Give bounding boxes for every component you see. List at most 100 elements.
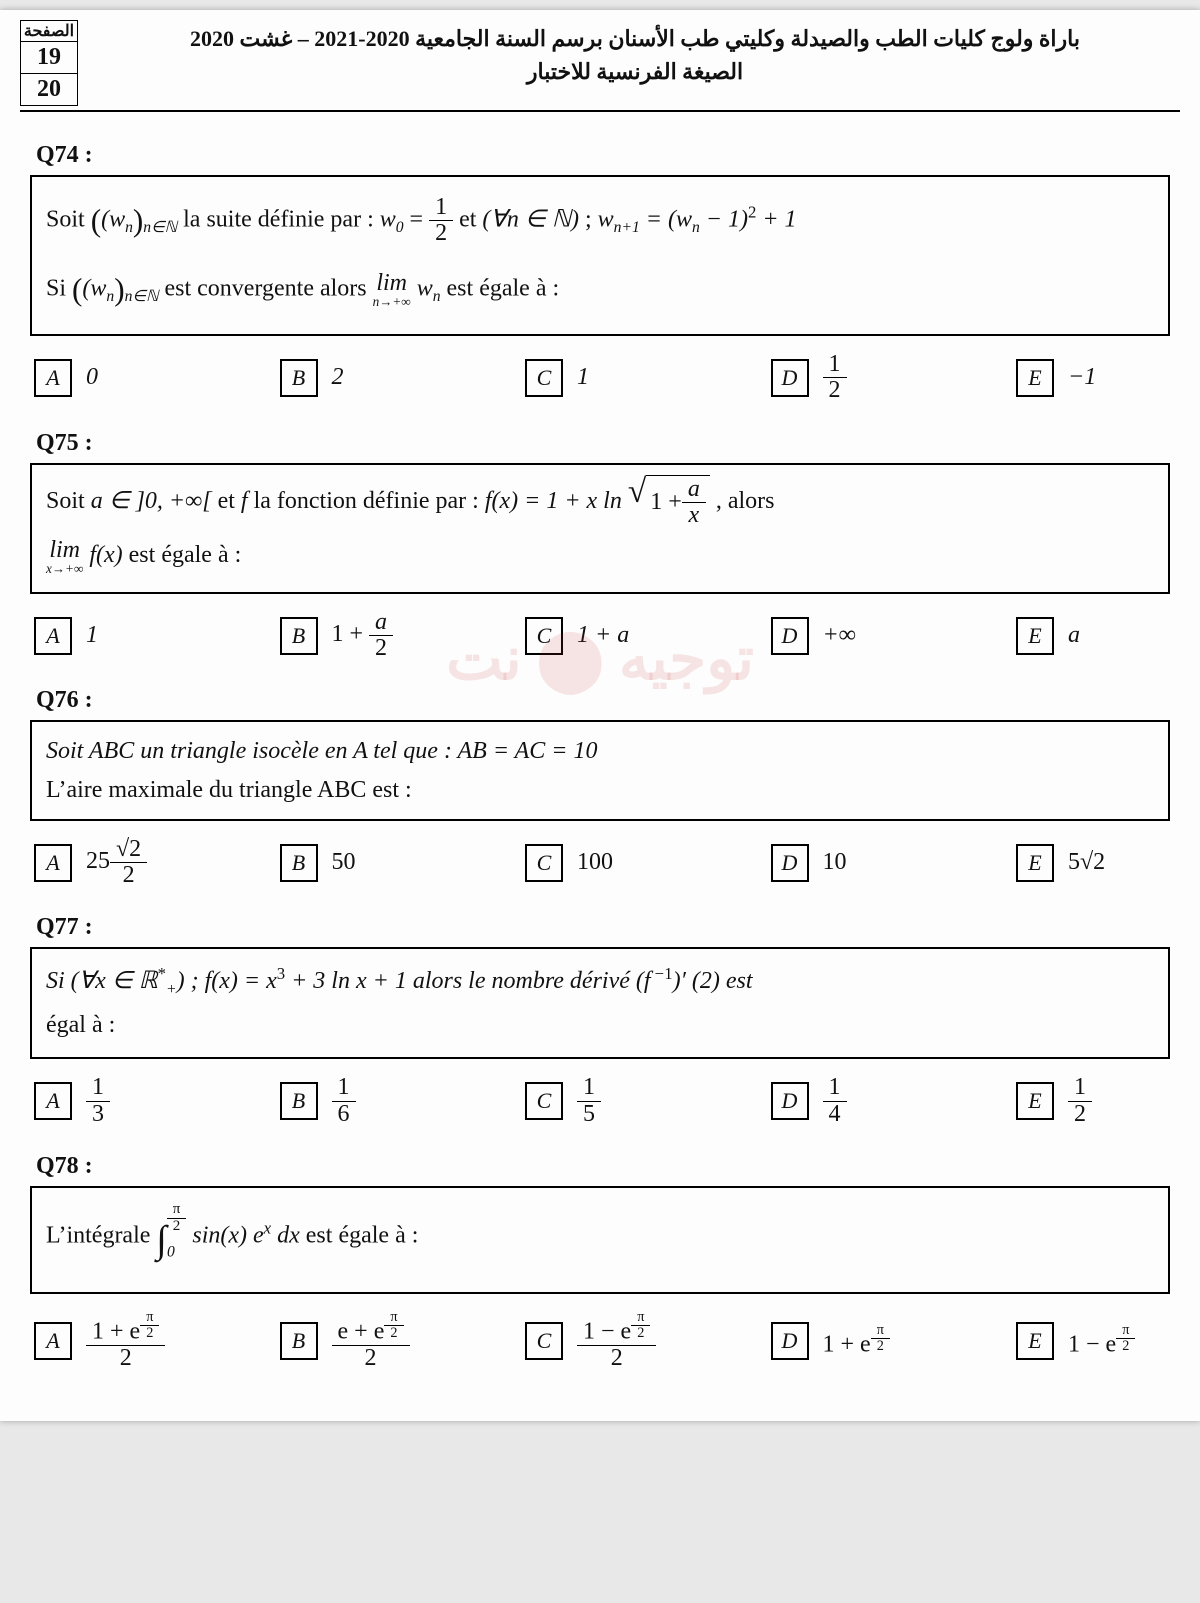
question-76: Q76 : Soit ABC un triangle isocèle en A …: [30, 687, 1170, 888]
ans-value: 2: [332, 364, 344, 391]
ans-value: +∞: [823, 622, 856, 649]
question-box: Soit a ∈ ]0, +∞[ et f la fonction défini…: [30, 463, 1170, 594]
answer-E[interactable]: E 1 − eπ2: [1016, 1322, 1166, 1360]
ans-value: e + eπ2 2: [332, 1310, 410, 1371]
question-box: Soit ((wn)n∈ℕ la suite définie par : w0 …: [30, 175, 1170, 336]
letter-box: A: [34, 1082, 72, 1120]
rhs1: = (w: [646, 206, 692, 232]
answer-E[interactable]: Ea: [1016, 617, 1166, 655]
question-78: Q78 : L’intégrale ∫0π2 sin(x) ex dx est …: [30, 1153, 1170, 1371]
one-half: 12: [429, 195, 453, 246]
ans-value: 1 + a2: [332, 610, 394, 661]
answers-row: A0 B2 C1 D 12 E−1: [34, 352, 1166, 403]
answer-E[interactable]: E5√2: [1016, 844, 1166, 882]
answer-A[interactable]: A 1 + eπ2 2: [34, 1310, 184, 1371]
letter-box: B: [280, 359, 318, 397]
answer-D[interactable]: D 10: [771, 844, 921, 882]
paren-open: (: [72, 272, 82, 307]
f: f: [241, 488, 248, 514]
int-upper: π2: [167, 1207, 187, 1226]
letter-box: C: [525, 359, 563, 397]
text: ) ; f(x) = x: [177, 968, 277, 994]
seq-cond2: n∈ℕ: [125, 288, 159, 305]
answer-A[interactable]: A1: [34, 617, 184, 655]
letter-box: B: [280, 1322, 318, 1360]
question-box: Soit ABC un triangle isocèle en A tel qu…: [30, 720, 1170, 821]
ans-value: 12: [823, 352, 847, 403]
text: Soit: [46, 206, 91, 232]
paren-open: (: [91, 203, 101, 238]
answer-B[interactable]: B16: [280, 1075, 430, 1126]
text: égal à :: [46, 1012, 115, 1038]
letter-box: D: [771, 1082, 809, 1120]
ans-value: 16: [332, 1075, 356, 1126]
plus: +: [166, 981, 177, 998]
page-current: 19: [21, 42, 77, 74]
answer-B[interactable]: B e + eπ2 2: [280, 1310, 430, 1371]
question-number: Q76 :: [36, 687, 1170, 714]
integral-icon: ∫: [156, 1219, 167, 1261]
text: et: [218, 488, 241, 514]
answer-D[interactable]: D 1 + eπ2: [771, 1322, 921, 1360]
sqrt-body: 1 + ax: [646, 475, 710, 529]
ans-value: a: [1068, 622, 1080, 649]
page-number-box: الصفحة 19 20: [20, 20, 78, 106]
answer-E[interactable]: E12: [1016, 1075, 1166, 1126]
radical-icon: √: [628, 475, 646, 529]
letter-box: E: [1016, 359, 1054, 397]
answers-row: A1 B 1 + a2 C1 + a D+∞ Ea: [34, 610, 1166, 661]
wn-sub: n: [433, 288, 441, 305]
letter-box: A: [34, 617, 72, 655]
answer-D[interactable]: D+∞: [771, 617, 921, 655]
text: est égale à :: [129, 542, 242, 568]
header-titles: باراة ولوج كليات الطب والصيدلة وكليتي طب…: [90, 20, 1180, 88]
ans-value: 50: [332, 849, 356, 876]
letter-box: D: [771, 844, 809, 882]
letter-box: E: [1016, 1322, 1054, 1360]
answer-B[interactable]: B 1 + a2: [280, 610, 430, 661]
et: et: [459, 206, 482, 232]
seq-sub: n: [125, 219, 133, 236]
ans-value: 1: [577, 364, 589, 391]
answer-C[interactable]: C100: [525, 844, 675, 882]
answers-row: A 1 + eπ2 2 B e + eπ2 2 C 1 − eπ2 2 D 1: [34, 1310, 1166, 1371]
ans-value: 1 − eπ2 2: [577, 1310, 656, 1371]
seq-cond: n∈ℕ: [143, 219, 177, 236]
answer-D[interactable]: D 12: [771, 352, 921, 403]
question-number: Q74 :: [36, 142, 1170, 169]
answer-E[interactable]: E −1: [1016, 359, 1166, 397]
question-number: Q78 :: [36, 1153, 1170, 1180]
letter-box: D: [771, 359, 809, 397]
paren-close: ): [133, 203, 143, 238]
answer-B[interactable]: B2: [280, 359, 430, 397]
question-box: L’intégrale ∫0π2 sin(x) ex dx est égale …: [30, 1186, 1170, 1294]
q76-line1: Soit ABC un triangle isocèle en A tel qu…: [46, 732, 1154, 770]
ans-value: −1: [1068, 364, 1096, 391]
answer-A[interactable]: A 25√22: [34, 837, 184, 888]
letter-box: E: [1016, 617, 1054, 655]
letter-box: A: [34, 1322, 72, 1360]
letter-box: E: [1016, 1082, 1054, 1120]
seq-w2: (w: [82, 275, 106, 301]
letter-box: A: [34, 359, 72, 397]
page-label: الصفحة: [21, 21, 77, 42]
text: est égale à :: [306, 1222, 419, 1248]
alors: , alors: [716, 488, 775, 514]
text: la fonction définie par :: [254, 488, 485, 514]
answer-C[interactable]: C1: [525, 359, 675, 397]
answer-B[interactable]: B50: [280, 844, 430, 882]
wn1-sub: n+1: [614, 219, 640, 236]
answer-D[interactable]: D 14: [771, 1075, 921, 1126]
sqrt: √ 1 + ax: [628, 475, 710, 529]
ans-value: 14: [823, 1075, 847, 1126]
question-75: Q75 : Soit a ∈ ]0, +∞[ et f la fonction …: [30, 430, 1170, 662]
answer-A[interactable]: A13: [34, 1075, 184, 1126]
text: Soit: [46, 488, 91, 514]
ans-value: 10: [823, 849, 847, 876]
answers-row: A13 B16 C15 D 14 E12: [34, 1075, 1166, 1126]
answer-C[interactable]: C15: [525, 1075, 675, 1126]
question-box: Si (∀x ∈ ℝ*+) ; f(x) = x3 + 3 ln x + 1 a…: [30, 947, 1170, 1059]
answer-C[interactable]: C 1 − eπ2 2: [525, 1310, 675, 1371]
answer-A[interactable]: A0: [34, 359, 184, 397]
answer-C[interactable]: C1 + a: [525, 617, 675, 655]
